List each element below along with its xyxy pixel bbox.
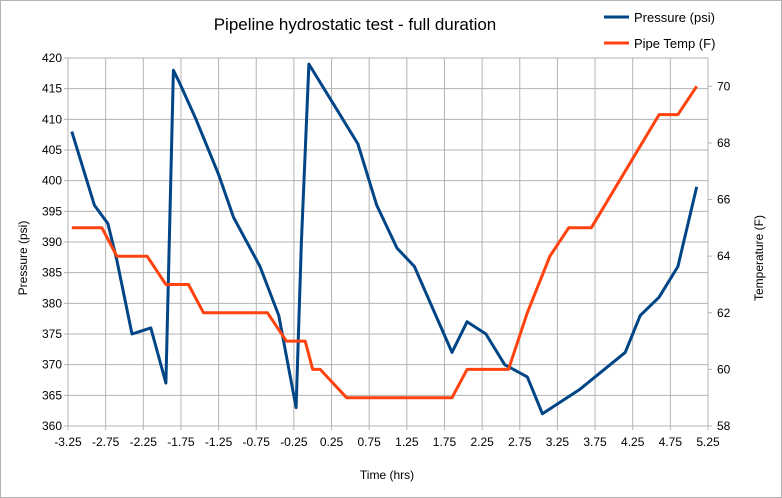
y-left-tick-label: 370: [42, 358, 62, 372]
y-right-tick-label: 62: [717, 306, 731, 320]
legend-label-pipe-temp: Pipe Temp (F): [634, 36, 715, 51]
y-left-tick-label: 395: [42, 204, 62, 218]
y-left-tick-label: 380: [42, 296, 62, 310]
y-left-tick-label: 375: [42, 327, 62, 341]
y-right-axis-label: Temperature (F): [752, 215, 766, 301]
y-right-tick-label: 64: [717, 249, 731, 263]
x-tick-label: -2.25: [130, 435, 158, 449]
y-right-tick-label: 68: [717, 136, 731, 150]
x-axis-label: Time (hrs): [360, 468, 414, 482]
x-tick-label: 2.75: [508, 435, 532, 449]
y-left-tick-label: 410: [42, 112, 62, 126]
x-tick-label: 5.25: [696, 435, 720, 449]
x-tick-label: 1.25: [395, 435, 419, 449]
x-tick-label: -3.25: [54, 435, 82, 449]
y-left-tick-label: 390: [42, 235, 62, 249]
y-left-tick-label: 420: [42, 51, 62, 65]
y-left-tick-label: 385: [42, 266, 62, 280]
y-right-tick-label: 70: [717, 79, 731, 93]
x-tick-label: 2.25: [470, 435, 494, 449]
x-tick-label: 0.25: [320, 435, 344, 449]
x-tick-label: -0.75: [243, 435, 271, 449]
x-tick-label: 4.75: [659, 435, 683, 449]
y-right-tick-label: 60: [717, 362, 731, 376]
x-tick-label: -1.25: [205, 435, 233, 449]
y-left-tick-label: 360: [42, 419, 62, 433]
y-left-tick-label: 405: [42, 143, 62, 157]
legend-label-pressure: Pressure (psi): [634, 10, 715, 25]
x-tick-label: 3.25: [546, 435, 570, 449]
x-axis-ticks: -3.25 -2.75 -2.25 -1.75 -1.25 -0.75 -0.25 0.25 0…: [54, 426, 720, 449]
y-right-tick-label: 58: [717, 419, 731, 433]
y-left-tick-label: 400: [42, 174, 62, 188]
x-tick-label: 0.75: [357, 435, 381, 449]
y-left-axis-ticks: 360 365 370 375 380 385 390 395 400 405 410 415 420: [42, 51, 68, 433]
x-tick-label: 1.75: [433, 435, 457, 449]
y-left-tick-label: 365: [42, 388, 62, 402]
y-right-axis-ticks: 58 60 62 64 66 68 70: [708, 79, 731, 433]
y-left-axis-label: Pressure (psi): [16, 221, 30, 296]
legend: Pressure (psi) Pipe Temp (F): [604, 10, 715, 51]
series-line-pressure: [70, 62, 699, 416]
x-tick-label: 4.25: [621, 435, 645, 449]
series-layer: [70, 62, 699, 416]
x-tick-label: -0.25: [280, 435, 308, 449]
x-tick-label: -1.75: [167, 435, 195, 449]
x-tick-label: 3.75: [583, 435, 607, 449]
y-left-tick-label: 415: [42, 82, 62, 96]
x-tick-label: -2.75: [92, 435, 120, 449]
y-right-tick-label: 66: [717, 193, 731, 207]
series-line-pipe-temp: [71, 85, 698, 400]
chart-title: Pipeline hydrostatic test - full duratio…: [214, 15, 497, 34]
